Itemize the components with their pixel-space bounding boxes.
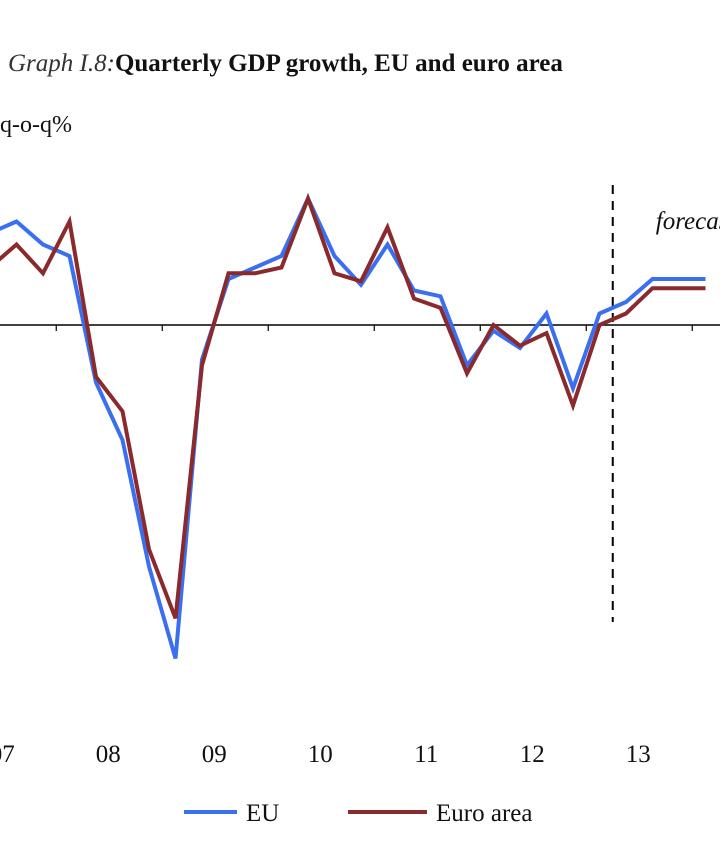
chart-title: Graph I.8:Quarterly GDP growth, EU and e… bbox=[8, 50, 563, 78]
legend-label: EU bbox=[246, 800, 279, 827]
title-text: Quarterly GDP growth, EU and euro area bbox=[114, 50, 563, 77]
x-tick-label: 13 bbox=[626, 741, 651, 768]
x-tick-label: 07 bbox=[0, 741, 15, 768]
series-line-eu bbox=[0, 193, 706, 660]
x-tick-label: 09 bbox=[202, 741, 227, 768]
x-tick-label: 10 bbox=[308, 741, 333, 768]
forecast-label: forecast bbox=[656, 208, 720, 235]
series-line-euro-area bbox=[0, 192, 706, 620]
y-axis-label: q-o-q% bbox=[0, 112, 72, 138]
x-tick-label: 11 bbox=[414, 741, 438, 768]
x-tick-label: 08 bbox=[96, 741, 121, 768]
title-prefix: Graph I.8: bbox=[8, 50, 115, 77]
legend-label: Euro area bbox=[436, 800, 532, 827]
x-tick-label: 12 bbox=[520, 741, 545, 768]
